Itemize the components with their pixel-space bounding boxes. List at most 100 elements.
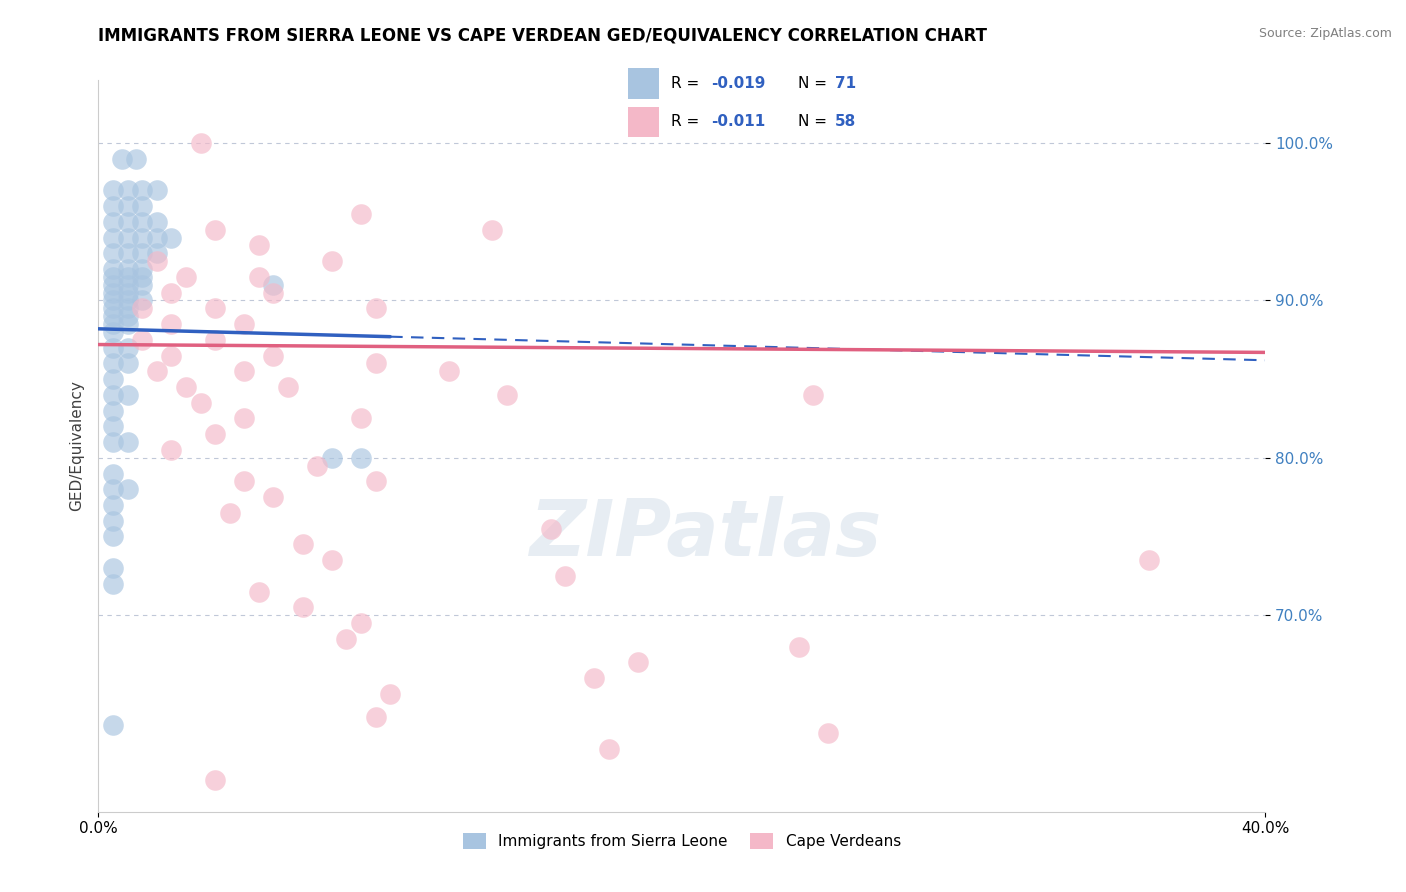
Point xyxy=(117,230,139,244)
Point xyxy=(117,435,139,450)
Point xyxy=(101,482,124,496)
Point xyxy=(321,553,343,567)
Point xyxy=(125,152,148,166)
Point xyxy=(321,450,343,465)
Point xyxy=(131,301,153,316)
Point xyxy=(101,356,124,370)
Point xyxy=(131,183,153,197)
Point xyxy=(117,293,139,308)
Point xyxy=(117,183,139,197)
Point xyxy=(117,246,139,260)
Point xyxy=(247,584,270,599)
Point xyxy=(496,388,519,402)
Text: R =: R = xyxy=(671,76,704,91)
Point xyxy=(174,269,197,284)
Point xyxy=(101,215,124,229)
Point xyxy=(204,427,226,442)
Point xyxy=(262,277,284,292)
Point xyxy=(190,136,212,151)
Point xyxy=(350,450,373,465)
Text: 71: 71 xyxy=(835,76,856,91)
Point xyxy=(131,199,153,213)
Point xyxy=(277,380,299,394)
Point xyxy=(380,687,402,701)
Point xyxy=(350,615,373,630)
Point xyxy=(117,482,139,496)
Point xyxy=(160,285,183,300)
Point xyxy=(131,269,153,284)
Point xyxy=(101,301,124,316)
Point xyxy=(117,317,139,331)
Point xyxy=(146,230,169,244)
Point xyxy=(364,710,387,724)
Point xyxy=(554,568,576,582)
Text: -0.019: -0.019 xyxy=(711,76,766,91)
Text: N =: N = xyxy=(799,114,832,129)
Point xyxy=(117,269,139,284)
Point xyxy=(146,183,169,197)
Point xyxy=(146,364,169,378)
Point xyxy=(101,293,124,308)
Point xyxy=(218,506,240,520)
Point xyxy=(117,277,139,292)
Point xyxy=(350,207,373,221)
Point xyxy=(101,325,124,339)
Point xyxy=(364,356,387,370)
Point xyxy=(146,215,169,229)
Point xyxy=(131,246,153,260)
Point xyxy=(131,262,153,277)
Point xyxy=(111,152,134,166)
Point xyxy=(598,741,620,756)
Text: ZIPatlas: ZIPatlas xyxy=(529,496,882,572)
Point xyxy=(101,498,124,512)
Point xyxy=(117,199,139,213)
Point xyxy=(117,262,139,277)
Point xyxy=(350,411,373,425)
Point xyxy=(540,522,562,536)
Point xyxy=(131,277,153,292)
Point xyxy=(364,301,387,316)
Point xyxy=(160,230,183,244)
Point xyxy=(307,458,329,473)
Point xyxy=(437,364,460,378)
Point xyxy=(204,223,226,237)
Point xyxy=(160,349,183,363)
Point xyxy=(321,254,343,268)
Point xyxy=(190,396,212,410)
Point xyxy=(801,388,824,402)
Point xyxy=(291,537,314,551)
Point xyxy=(247,238,270,252)
Point xyxy=(146,246,169,260)
Point xyxy=(146,254,169,268)
Point xyxy=(117,215,139,229)
Point xyxy=(131,230,153,244)
Point xyxy=(101,529,124,543)
Point xyxy=(101,576,124,591)
Point xyxy=(262,490,284,504)
Point xyxy=(101,514,124,528)
Point xyxy=(160,442,183,457)
Text: 58: 58 xyxy=(835,114,856,129)
Point xyxy=(131,333,153,347)
Y-axis label: GED/Equivalency: GED/Equivalency xyxy=(69,381,84,511)
Point xyxy=(101,718,124,732)
Point xyxy=(101,285,124,300)
Point xyxy=(247,269,270,284)
Text: Source: ZipAtlas.com: Source: ZipAtlas.com xyxy=(1258,27,1392,40)
Point xyxy=(101,341,124,355)
Point xyxy=(174,380,197,394)
Point xyxy=(101,317,124,331)
Point xyxy=(101,403,124,417)
Point xyxy=(204,333,226,347)
Point xyxy=(101,310,124,324)
Bar xyxy=(628,68,659,99)
Point xyxy=(817,726,839,740)
Point xyxy=(117,301,139,316)
Point xyxy=(117,356,139,370)
Point xyxy=(160,317,183,331)
Point xyxy=(117,341,139,355)
Text: N =: N = xyxy=(799,76,832,91)
Point xyxy=(101,199,124,213)
Point xyxy=(787,640,810,654)
Point xyxy=(1137,553,1160,567)
